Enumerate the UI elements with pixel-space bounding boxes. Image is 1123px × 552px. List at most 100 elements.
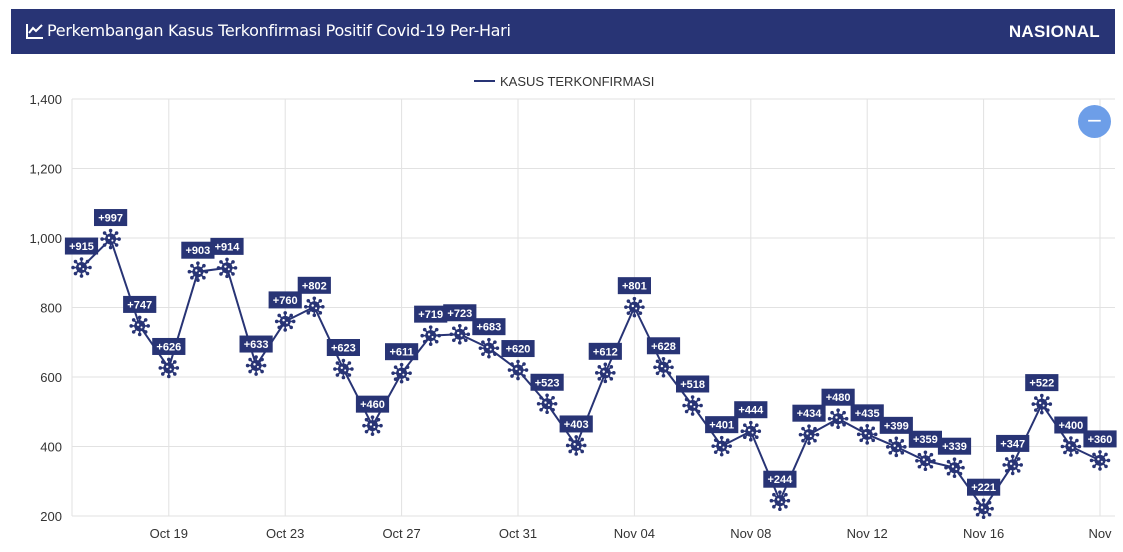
- data-label-bg: [646, 337, 681, 355]
- cases-line-chart: 200 400 600 800 1,000 1,200 1,400 Oct 19 Oct 23…: [29, 74, 1117, 541]
- y-tick-label: 200: [40, 509, 62, 524]
- data-label: +403: [564, 419, 589, 431]
- data-label: +623: [331, 343, 356, 355]
- data-point: +903: [181, 241, 215, 283]
- data-label-bg: [792, 404, 826, 422]
- data-label-bg: [181, 241, 215, 259]
- data-point: +628: [646, 337, 681, 378]
- x-tick-label: Oct 19: [150, 526, 188, 541]
- data-label-bg: [94, 209, 128, 227]
- data-point: +915: [64, 237, 99, 278]
- virus-icon: [1002, 454, 1023, 476]
- data-label: +633: [244, 339, 269, 351]
- virus-icon: [216, 257, 238, 279]
- data-label-bg: [1054, 416, 1088, 434]
- data-point: +360: [1083, 430, 1117, 471]
- virus-icon: [856, 424, 878, 445]
- y-tick-label: 800: [40, 301, 62, 316]
- virus-icon: [391, 362, 412, 384]
- data-label-bg: [588, 342, 622, 360]
- data-label: +760: [273, 295, 298, 307]
- x-tick-label: Nov 16: [963, 526, 1004, 541]
- data-label-bg: [326, 339, 360, 357]
- virus-icon: [886, 436, 907, 458]
- data-label-bg: [1083, 430, 1117, 448]
- data-label-bg: [617, 277, 651, 295]
- data-label-bg: [64, 237, 99, 255]
- virus-icon: [1060, 436, 1082, 457]
- y-axis: 200 400 600 800 1,000 1,200 1,400: [29, 92, 62, 524]
- virus-icon: [915, 450, 936, 472]
- data-label: +626: [156, 341, 181, 353]
- virus-icon: [507, 359, 529, 381]
- data-label-bg: [705, 416, 739, 434]
- chart-legend[interactable]: KASUS TERKONFIRMASI: [474, 74, 654, 89]
- data-label-bg: [501, 340, 535, 358]
- virus-icon: [1089, 450, 1111, 471]
- virus-icon: [1031, 393, 1053, 415]
- data-label: +747: [127, 299, 152, 311]
- data-label-bg: [472, 318, 506, 336]
- data-label-bg: [559, 415, 593, 433]
- data-point: +620: [501, 340, 535, 381]
- data-label-bg: [879, 416, 913, 434]
- data-label-bg: [239, 335, 273, 353]
- series-kasus-terkonfirmasi: +915 +997 +747 +626 +903 +914 +633 +760 +802 +623…: [64, 209, 1117, 520]
- y-tick-label: 1,400: [29, 92, 62, 107]
- virus-icon: [653, 356, 674, 378]
- data-point: +802: [297, 276, 331, 318]
- data-label: +915: [69, 241, 94, 253]
- x-tick-label: Nov: [1088, 526, 1112, 541]
- data-point: +339: [937, 437, 972, 478]
- data-label-bg: [210, 237, 244, 255]
- zoom-out-button[interactable]: −: [1078, 105, 1111, 138]
- data-label: +360: [1088, 434, 1113, 446]
- data-label-bg: [123, 295, 157, 313]
- data-label: +399: [884, 420, 909, 432]
- data-point: +723: [443, 304, 477, 345]
- virus-icon: [536, 393, 558, 415]
- x-tick-label: Oct 31: [499, 526, 537, 541]
- y-tick-label: 1,000: [29, 231, 62, 246]
- data-point: +401: [705, 416, 739, 457]
- line-chart-icon: [26, 23, 43, 39]
- x-tick-label: Nov 12: [847, 526, 888, 541]
- data-point: +633: [239, 335, 273, 376]
- data-point: +460: [355, 395, 390, 436]
- scope-label: NASIONAL: [1008, 22, 1100, 41]
- virus-icon: [798, 424, 820, 445]
- data-label: +723: [447, 308, 472, 320]
- virus-icon: [274, 311, 296, 332]
- data-label: +244: [768, 474, 794, 486]
- data-point: +523: [530, 373, 564, 415]
- data-label-bg: [996, 434, 1030, 452]
- data-label-bg: [152, 337, 186, 355]
- data-label: +612: [593, 346, 618, 358]
- data-label-bg: [908, 430, 942, 448]
- data-label: +903: [186, 245, 211, 257]
- data-label: +683: [477, 322, 502, 334]
- x-tick-label: Oct 27: [382, 526, 420, 541]
- data-label: +359: [913, 434, 938, 446]
- data-label-bg: [1025, 374, 1059, 392]
- data-label: +480: [826, 392, 851, 404]
- x-axis: Oct 19 Oct 23 Oct 27 Oct 31 Nov 04 Nov 08 Nov …: [150, 526, 1112, 541]
- x-tick-label: Nov 08: [730, 526, 771, 541]
- virus-icon: [158, 357, 180, 379]
- data-point: +347: [996, 434, 1030, 476]
- data-label: +611: [390, 347, 414, 359]
- data-label-bg: [443, 304, 477, 322]
- data-point: +434: [792, 404, 826, 445]
- data-point: +403: [559, 415, 593, 456]
- data-label-bg: [268, 291, 302, 309]
- data-point: +623: [326, 339, 360, 380]
- data-point: +518: [676, 375, 710, 416]
- chart-header: Perkembangan Kasus Terkonfirmasi Positif…: [11, 9, 1115, 54]
- x-tick-label: Oct 23: [266, 526, 304, 541]
- data-label: +401: [709, 420, 734, 432]
- virus-icon: [624, 296, 645, 318]
- data-point: +914: [210, 237, 244, 279]
- data-label: +347: [1000, 438, 1025, 450]
- data-label-bg: [967, 478, 1001, 496]
- data-label-bg: [355, 395, 390, 413]
